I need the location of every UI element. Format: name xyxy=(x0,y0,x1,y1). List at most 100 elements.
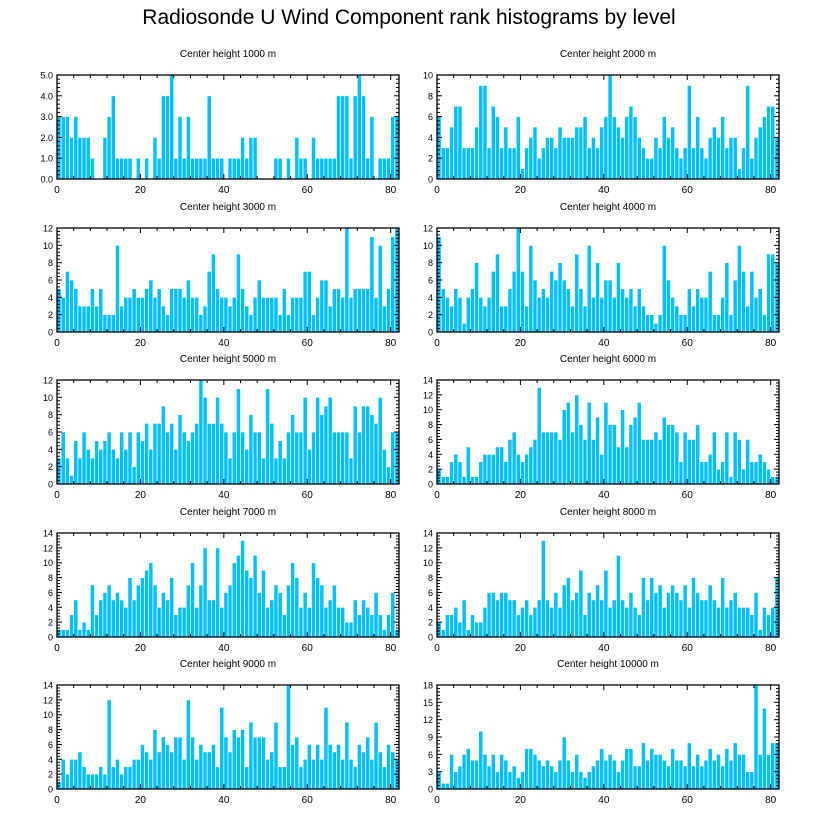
histogram-bar xyxy=(323,405,329,485)
histogram-bar xyxy=(682,765,688,790)
histogram-bar xyxy=(127,577,133,638)
histogram-bar xyxy=(440,629,446,638)
histogram-panel: Center height 4000 m 0 20 40 60 80 0 2 4 6 8 10 12 xyxy=(423,202,780,349)
histogram-bar xyxy=(148,758,154,790)
histogram-bar xyxy=(69,279,75,333)
histogram-bar xyxy=(386,614,392,638)
histogram-bar xyxy=(60,629,66,638)
histogram-bar xyxy=(248,721,254,790)
y-tick-label: 0 xyxy=(48,480,53,490)
histogram-bar xyxy=(327,157,333,180)
histogram-bar xyxy=(198,379,204,485)
histogram-bar xyxy=(152,422,158,485)
histogram-bar xyxy=(261,296,266,333)
histogram-bar xyxy=(344,621,350,638)
histogram-bar xyxy=(390,751,396,790)
histogram-bar xyxy=(156,751,162,790)
histogram-bar xyxy=(294,736,300,790)
histogram-bar xyxy=(348,621,354,638)
histogram-bar xyxy=(169,74,175,180)
histogram-bar xyxy=(766,253,772,333)
histogram-bar xyxy=(707,270,713,333)
y-tick-label: 8 xyxy=(48,410,53,420)
y-tick-label: 10 xyxy=(423,558,433,568)
histogram-bar xyxy=(636,288,642,333)
histogram-bar xyxy=(557,262,563,333)
histogram-bar xyxy=(741,606,746,638)
histogram-bar xyxy=(728,599,734,638)
histogram-bar xyxy=(603,116,609,180)
histogram-bar xyxy=(653,431,659,485)
histogram-bar xyxy=(202,396,208,485)
histogram-bar xyxy=(215,157,221,180)
histogram-bar xyxy=(615,771,621,790)
histogram-bar xyxy=(298,766,304,790)
y-tick-label: 6 xyxy=(428,276,433,286)
histogram-bar xyxy=(281,614,287,638)
y-tick-label: 10 xyxy=(43,558,53,568)
histogram-bar xyxy=(344,721,350,790)
x-tick-label: 80 xyxy=(765,490,777,501)
histogram-bar xyxy=(570,599,575,638)
histogram-bar xyxy=(269,422,275,485)
histogram-bar xyxy=(482,453,488,485)
histogram-bar xyxy=(691,147,696,180)
x-tick-label: 20 xyxy=(515,795,527,806)
panel-title: Center height 7000 m xyxy=(180,507,276,518)
histogram-bar xyxy=(745,439,751,485)
histogram-bar xyxy=(194,606,200,638)
histogram-bar xyxy=(373,592,379,638)
histogram-bar xyxy=(311,562,316,638)
histogram-bar xyxy=(515,116,521,180)
histogram-bar xyxy=(290,414,296,485)
y-tick-label: 3.0 xyxy=(40,112,53,122)
histogram-bar xyxy=(344,95,350,180)
histogram-bar xyxy=(695,592,701,638)
histogram-bar xyxy=(586,592,592,638)
histogram-bar xyxy=(590,137,596,180)
histogram-bar xyxy=(210,744,216,790)
histogram-panel: Center height 6000 m 0 20 40 60 80 0 2 4 6 8 10 12 14 xyxy=(423,354,780,501)
histogram-bar xyxy=(757,288,763,333)
x-tick-label: 20 xyxy=(135,795,147,806)
histogram-bar xyxy=(749,157,755,180)
histogram-bar xyxy=(319,584,325,638)
histogram-bar xyxy=(135,157,141,180)
histogram-bar xyxy=(64,629,70,638)
histogram-bar xyxy=(352,599,358,638)
y-tick-label: 14 xyxy=(43,529,53,539)
x-tick-label: 0 xyxy=(54,185,60,196)
y-tick-label: 2 xyxy=(428,465,433,475)
histogram-bar xyxy=(169,288,175,333)
histogram-bar xyxy=(649,157,655,180)
histogram-bar xyxy=(666,592,671,638)
histogram-bar xyxy=(599,453,605,485)
histogram-bar xyxy=(160,95,166,180)
histogram-bar xyxy=(231,296,237,333)
histogram-bar xyxy=(557,126,563,180)
histogram-bar xyxy=(520,771,525,790)
x-tick-label: 0 xyxy=(434,185,440,196)
histogram-bar xyxy=(565,137,571,180)
histogram-bar xyxy=(144,751,150,790)
histogram-bar xyxy=(235,736,241,790)
x-tick-label: 20 xyxy=(515,643,527,654)
y-tick-label: 12 xyxy=(43,543,53,553)
histogram-bar xyxy=(732,431,738,485)
histogram-bar xyxy=(369,414,375,485)
histogram-bar xyxy=(666,424,671,485)
histogram-bar xyxy=(273,584,279,638)
histogram-bar xyxy=(348,157,354,180)
histogram-bar xyxy=(81,431,87,485)
histogram-bar xyxy=(449,305,455,333)
histogram-bar xyxy=(227,157,233,180)
histogram-bar xyxy=(549,137,555,180)
histogram-bar xyxy=(290,296,296,333)
histogram-bar xyxy=(386,744,392,790)
histogram-bar xyxy=(545,137,550,180)
histogram-bar xyxy=(620,409,626,485)
histogram-panel: Center height 3000 m 0 20 40 60 80 0 2 4 6 8 10 12 xyxy=(43,202,400,349)
histogram-bar xyxy=(294,577,300,638)
histogram-bar xyxy=(632,606,638,638)
histogram-bar xyxy=(615,126,621,180)
